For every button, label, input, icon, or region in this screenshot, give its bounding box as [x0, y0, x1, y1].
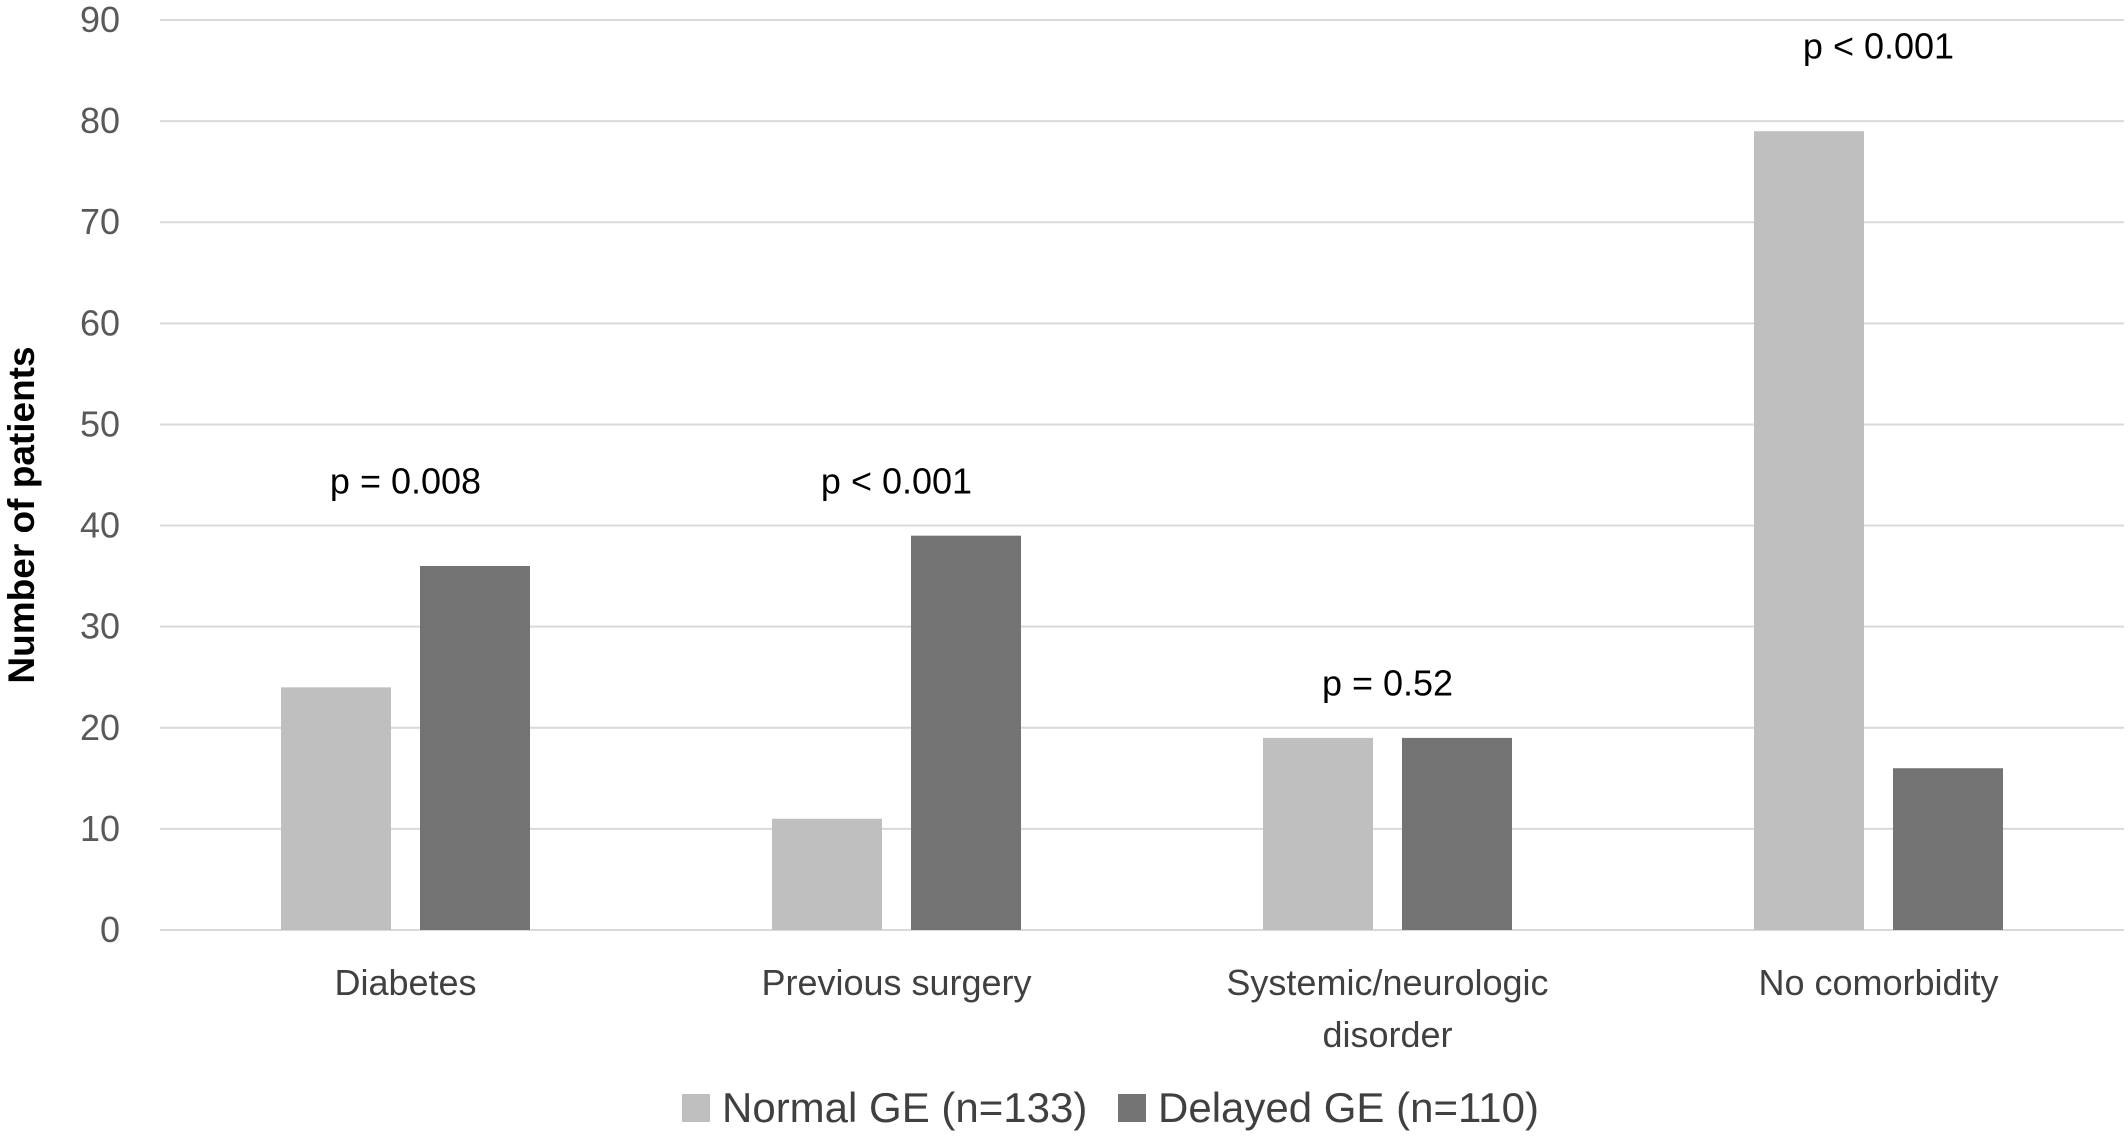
bars — [281, 131, 2003, 930]
category-label: No comorbidity — [1758, 962, 1998, 1003]
y-tick-label: 30 — [80, 606, 120, 647]
y-tick-label: 90 — [80, 0, 120, 40]
p-value-annotations: p = 0.008 p < 0.001 p = 0.52 p < 0.001 — [330, 26, 1954, 704]
x-axis-category-labels: Diabetes Previous surgery Systemic/neurolo… — [334, 962, 1998, 1055]
y-axis-ticks: 0 10 20 30 40 50 60 70 80 90 — [80, 0, 120, 950]
category-label: Systemic/neurologic disorder — [1226, 962, 1548, 1055]
bar — [1402, 737, 1512, 930]
y-tick-label: 50 — [80, 403, 120, 444]
p-value-label: p = 0.52 — [1322, 663, 1453, 704]
y-tick-label: 40 — [80, 505, 120, 546]
legend-label: Delayed GE (n=110) — [1158, 1084, 1539, 1131]
p-value-label: p < 0.001 — [1803, 26, 1954, 67]
category-label: Diabetes — [334, 962, 476, 1003]
y-tick-label: 10 — [80, 808, 120, 849]
legend-label: Normal GE (n=133) — [722, 1084, 1087, 1131]
bar — [1754, 131, 1864, 930]
legend: Normal GE (n=133) Delayed GE (n=110) — [682, 1084, 1539, 1131]
bar — [772, 818, 882, 930]
bar — [420, 566, 530, 930]
y-tick-label: 0 — [100, 909, 120, 950]
y-axis-label: Number of patients — [1, 346, 42, 683]
y-tick-label: 20 — [80, 707, 120, 748]
y-tick-label: 70 — [80, 201, 120, 242]
p-value-label: p < 0.001 — [821, 460, 972, 501]
p-value-label: p = 0.008 — [330, 460, 481, 501]
legend-swatch — [682, 1094, 710, 1122]
bar — [281, 687, 391, 930]
y-tick-label: 80 — [80, 100, 120, 141]
y-tick-label: 60 — [80, 302, 120, 343]
bar — [1263, 737, 1373, 930]
legend-swatch — [1118, 1094, 1146, 1122]
category-label: Previous surgery — [761, 962, 1031, 1003]
bar — [911, 535, 1021, 930]
bar — [1893, 768, 2003, 930]
